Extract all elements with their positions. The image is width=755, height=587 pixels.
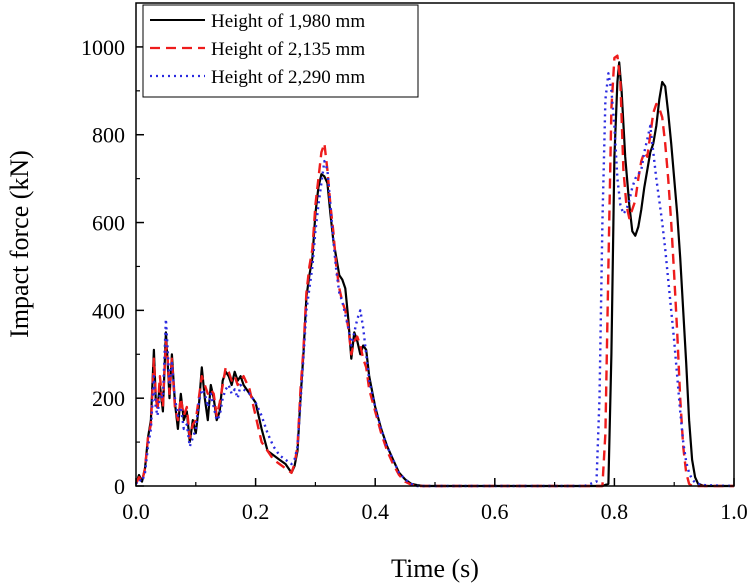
y-tick-label: 1000 bbox=[81, 35, 125, 60]
legend-label-2135: Height of 2,135 mm bbox=[211, 39, 365, 60]
y-tick-label: 0 bbox=[114, 474, 125, 499]
legend-label-2290: Height of 2,290 mm bbox=[211, 67, 365, 88]
y-axis-label: Impact force (kN) bbox=[5, 150, 34, 338]
x-axis-label: Time (s) bbox=[391, 554, 479, 583]
series-line-0 bbox=[134, 61, 734, 488]
y-tick-label: 600 bbox=[92, 211, 125, 236]
y-tick-label: 800 bbox=[92, 123, 125, 148]
x-tick-label: 0.2 bbox=[242, 499, 270, 524]
ticks-layer: 0.0 0.2 0.4 0.6 0.8 1.0 0 200 400 600 800 1000 bbox=[81, 35, 748, 524]
x-tick-label: 0.0 bbox=[122, 499, 150, 524]
y-tick-label: 400 bbox=[92, 298, 125, 323]
x-tick-label: 0.4 bbox=[361, 499, 389, 524]
y-tick-label: 200 bbox=[92, 386, 125, 411]
legend: Height of 1,980 mm Height of 2,135 mm He… bbox=[142, 4, 419, 98]
x-tick-label: 1.0 bbox=[720, 499, 748, 524]
series-layer bbox=[134, 54, 735, 488]
series-line-2 bbox=[135, 72, 735, 488]
x-tick-label: 0.8 bbox=[601, 499, 629, 524]
legend-label-1980: Height of 1,980 mm bbox=[211, 11, 365, 32]
x-tick-label: 0.6 bbox=[481, 499, 509, 524]
series-line-1 bbox=[134, 54, 734, 488]
